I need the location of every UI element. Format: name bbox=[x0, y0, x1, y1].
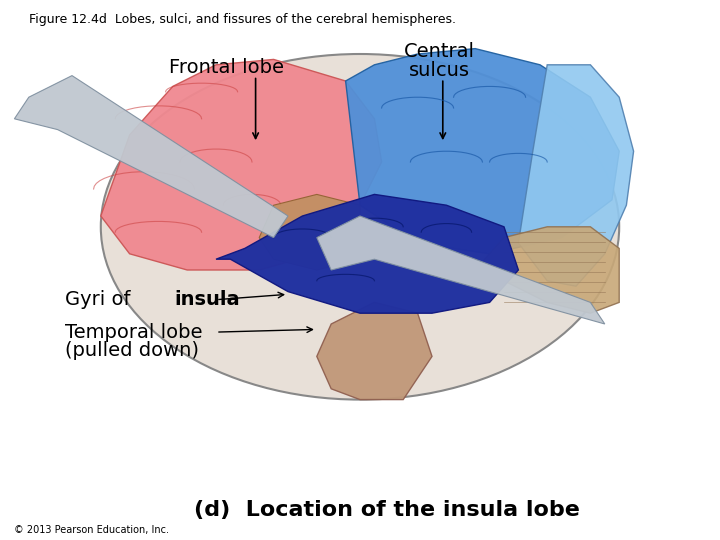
Polygon shape bbox=[317, 302, 432, 400]
Text: insula: insula bbox=[174, 290, 240, 309]
Polygon shape bbox=[475, 227, 619, 313]
Text: Temporal lobe: Temporal lobe bbox=[65, 322, 202, 342]
Polygon shape bbox=[259, 194, 360, 270]
Polygon shape bbox=[14, 76, 288, 238]
Text: (d)  Location of the insula lobe: (d) Location of the insula lobe bbox=[194, 500, 580, 521]
Text: © 2013 Pearson Education, Inc.: © 2013 Pearson Education, Inc. bbox=[14, 524, 169, 535]
Polygon shape bbox=[346, 49, 619, 254]
Polygon shape bbox=[518, 65, 634, 286]
Text: Figure 12.4d  Lobes, sulci, and fissures of the cerebral hemispheres.: Figure 12.4d Lobes, sulci, and fissures … bbox=[29, 14, 456, 26]
Polygon shape bbox=[101, 59, 382, 270]
Text: (pulled down): (pulled down) bbox=[65, 341, 199, 361]
Text: sulcus: sulcus bbox=[409, 60, 469, 80]
Polygon shape bbox=[317, 216, 605, 324]
Text: Gyri of: Gyri of bbox=[65, 290, 137, 309]
Text: Central: Central bbox=[404, 42, 474, 61]
Polygon shape bbox=[216, 194, 518, 313]
Text: Frontal lobe: Frontal lobe bbox=[169, 58, 284, 77]
Ellipse shape bbox=[101, 54, 619, 400]
